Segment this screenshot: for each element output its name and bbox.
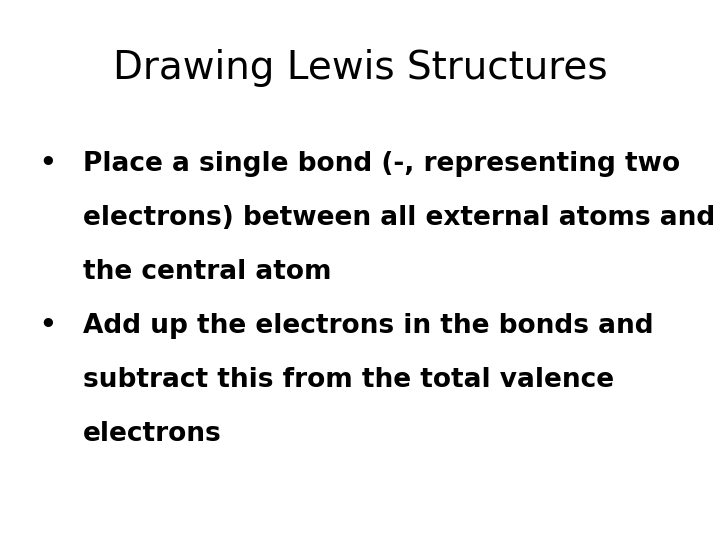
Text: •: • [40,313,56,339]
Text: Drawing Lewis Structures: Drawing Lewis Structures [113,49,607,86]
Text: •: • [40,151,56,177]
Text: Add up the electrons in the bonds and: Add up the electrons in the bonds and [83,313,654,339]
Text: subtract this from the total valence: subtract this from the total valence [83,367,614,393]
Text: the central atom: the central atom [83,259,331,285]
Text: electrons: electrons [83,421,222,447]
Text: Place a single bond (-, representing two: Place a single bond (-, representing two [83,151,680,177]
Text: electrons) between all external atoms and: electrons) between all external atoms an… [83,205,715,231]
